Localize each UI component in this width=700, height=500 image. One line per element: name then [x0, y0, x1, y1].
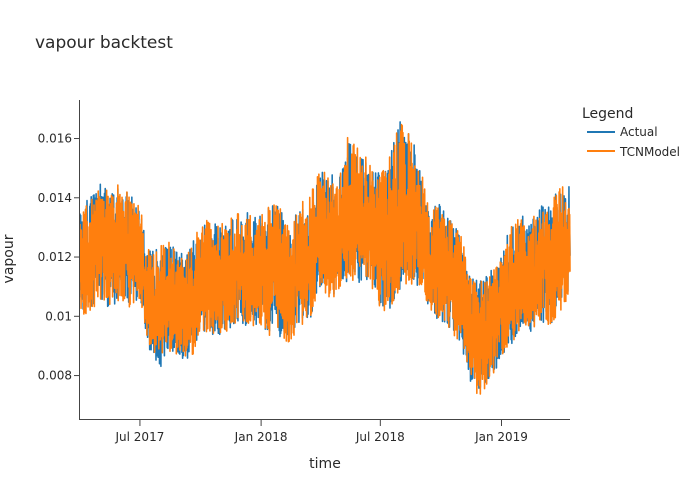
- y-tick-label: 0.016: [38, 132, 72, 146]
- chart-title: vapour backtest: [35, 33, 173, 53]
- axes: [79, 100, 570, 420]
- y-tick-label: 0.014: [38, 191, 72, 205]
- x-tick-label: Jan 2018: [234, 430, 288, 444]
- legend: Legend Actual TCNModel: [582, 106, 680, 159]
- y-tick-label: 0.008: [38, 369, 72, 383]
- x-tick-label: Jan 2019: [474, 430, 528, 444]
- legend-label-actual: Actual: [620, 125, 658, 139]
- x-ticks: Jul 2017 Jan 2018 Jul 2018 Jan 2019: [115, 420, 528, 444]
- y-tick-label: 0.01: [45, 309, 72, 323]
- legend-label-tcnmodel: TCNModel: [619, 145, 680, 159]
- plot-area: [79, 121, 571, 395]
- legend-title: Legend: [582, 106, 633, 122]
- x-axis-title: time: [309, 456, 341, 472]
- series-line-tcnmodel: [79, 123, 571, 395]
- x-tick-label: Jul 2017: [115, 430, 165, 444]
- y-ticks: 0.008 0.01 0.012 0.014 0.016: [38, 132, 80, 383]
- y-axis-title: vapour: [1, 234, 17, 283]
- y-tick-label: 0.012: [38, 250, 72, 264]
- x-tick-label: Jul 2018: [355, 430, 405, 444]
